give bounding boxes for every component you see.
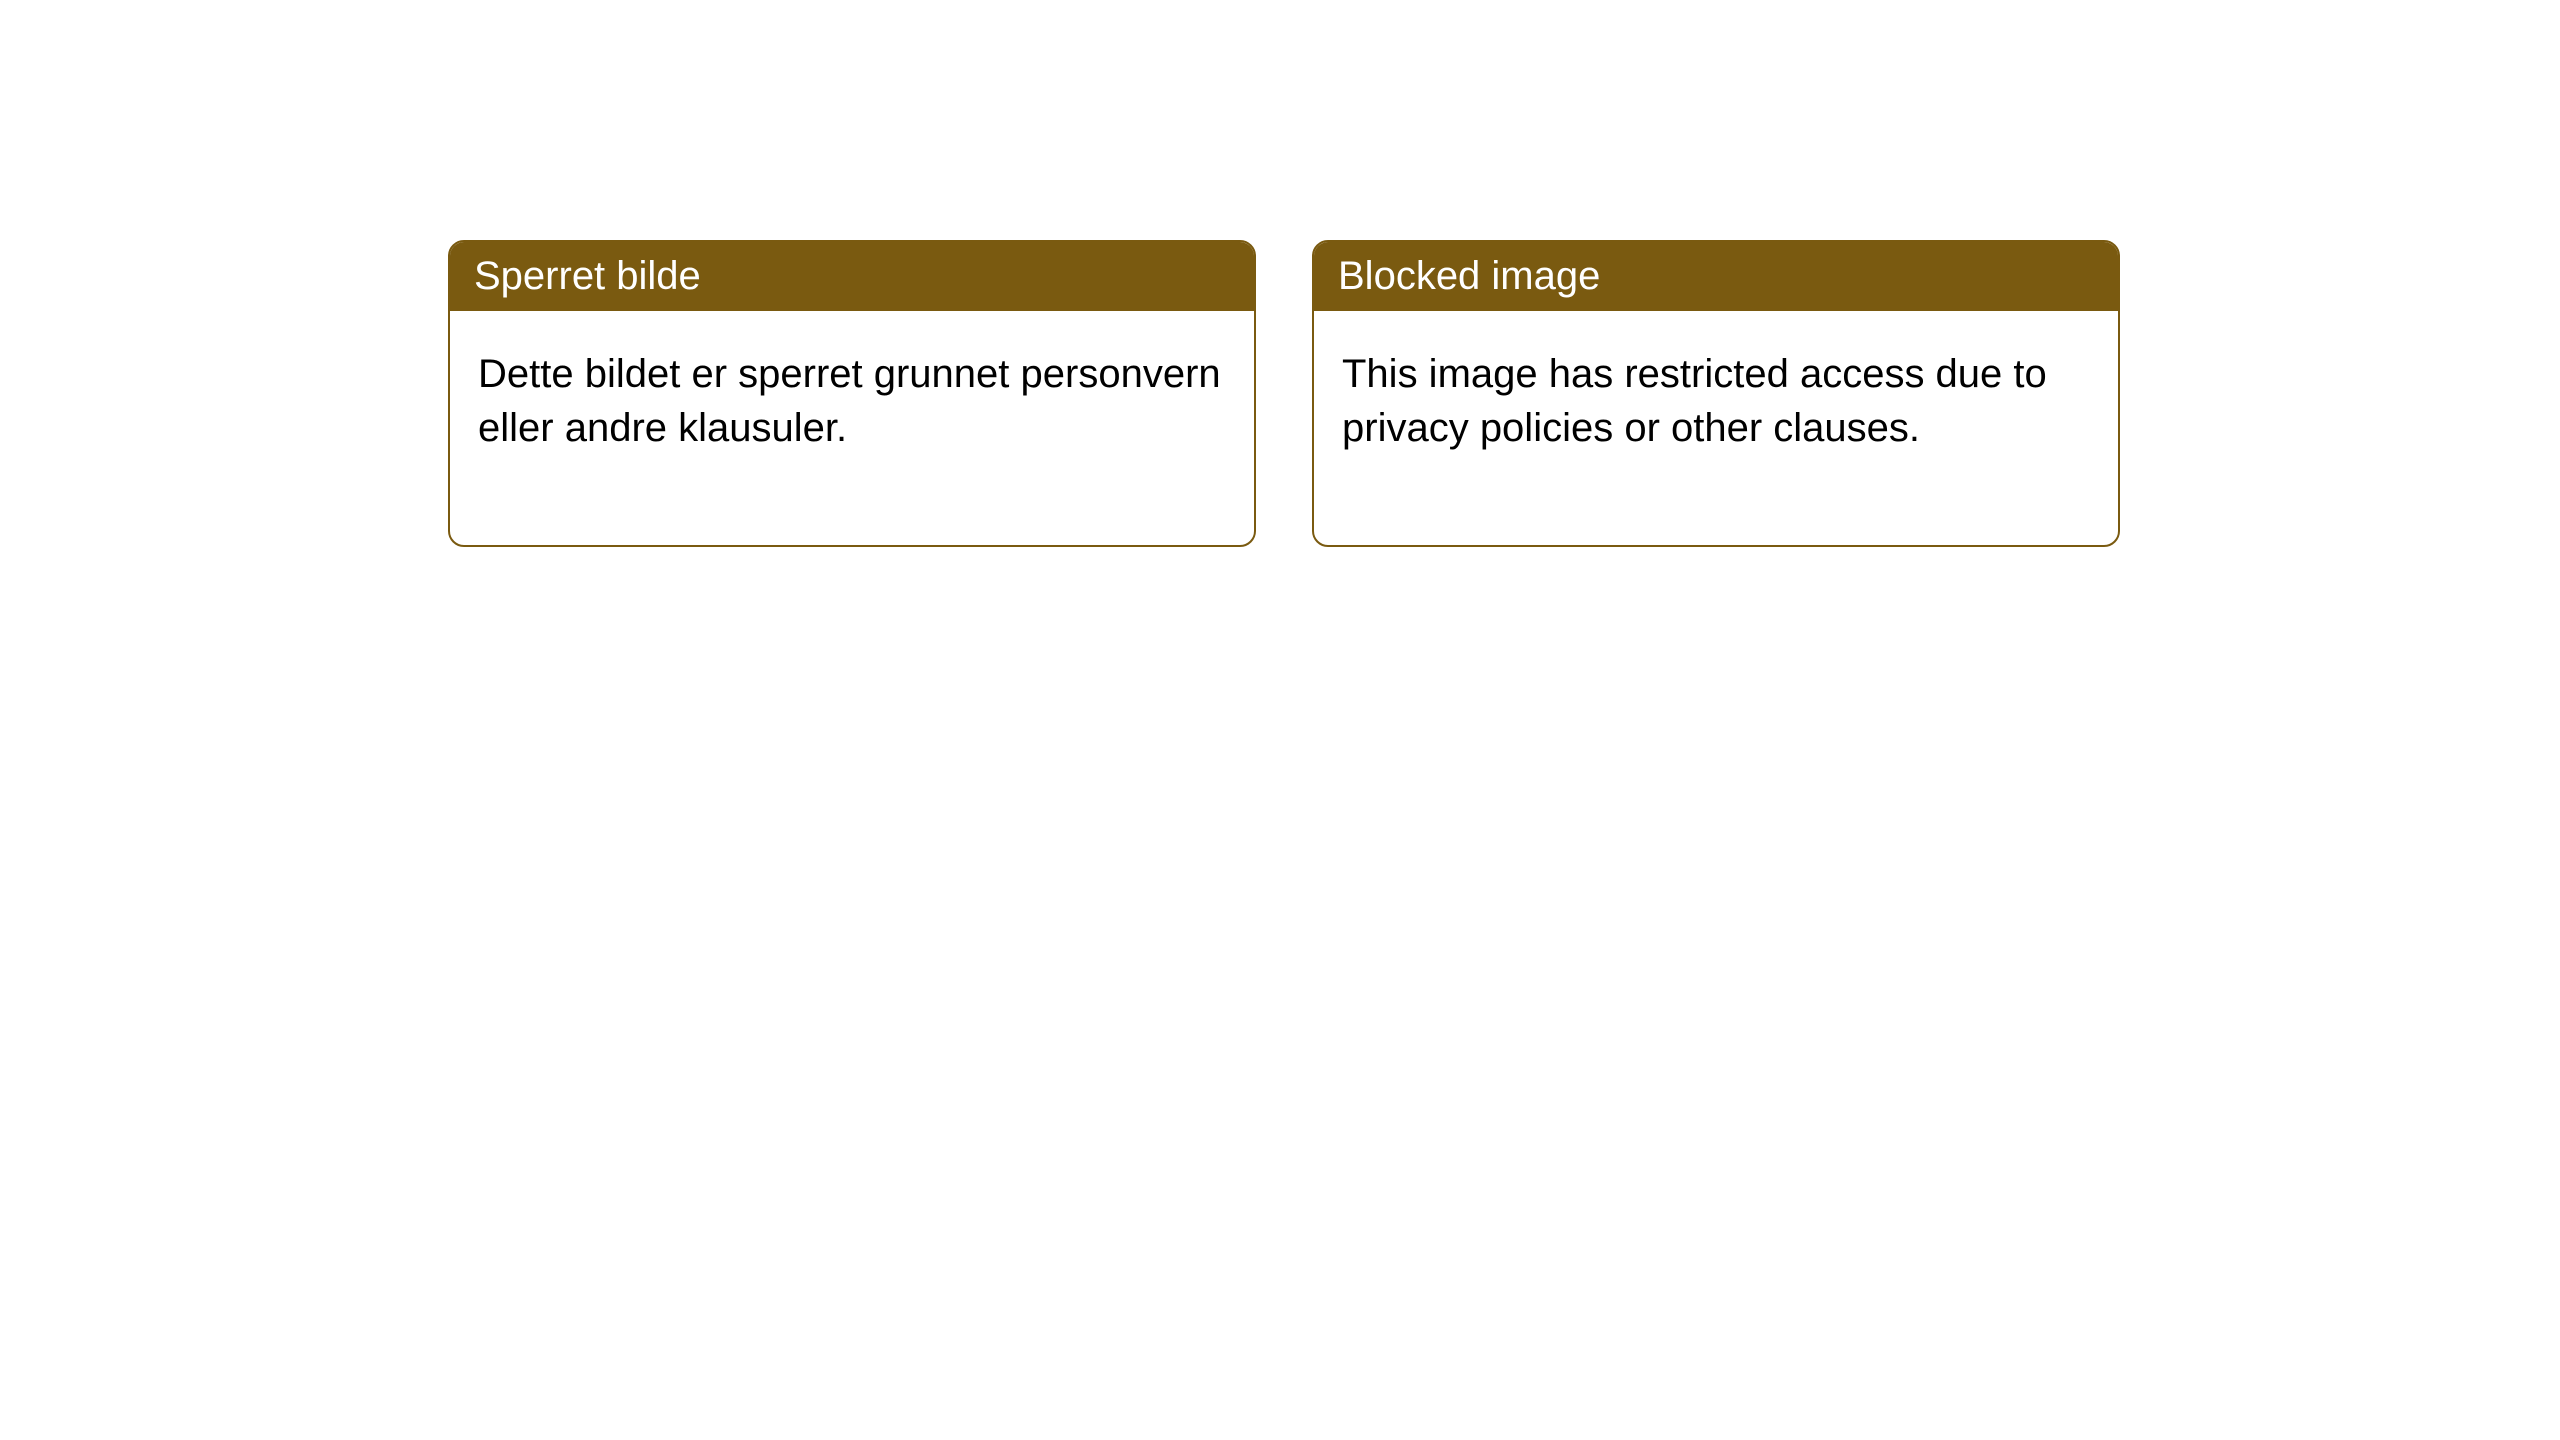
- notice-header: Sperret bilde: [450, 242, 1254, 311]
- notice-header: Blocked image: [1314, 242, 2118, 311]
- notice-title: Blocked image: [1338, 254, 1600, 298]
- notice-body-text: This image has restricted access due to …: [1342, 352, 2047, 450]
- notice-body-text: Dette bildet er sperret grunnet personve…: [478, 352, 1221, 450]
- notice-container: Sperret bilde Dette bildet er sperret gr…: [0, 0, 2560, 547]
- notice-box-english: Blocked image This image has restricted …: [1312, 240, 2120, 547]
- notice-body: This image has restricted access due to …: [1314, 311, 2118, 545]
- notice-body: Dette bildet er sperret grunnet personve…: [450, 311, 1254, 545]
- notice-box-norwegian: Sperret bilde Dette bildet er sperret gr…: [448, 240, 1256, 547]
- notice-title: Sperret bilde: [474, 254, 701, 298]
